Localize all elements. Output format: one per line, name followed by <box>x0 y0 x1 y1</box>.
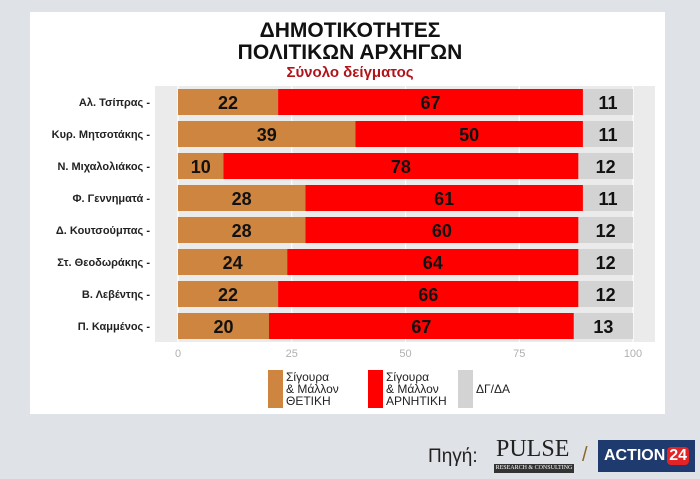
data-label: 20 <box>213 317 233 337</box>
x-tick-label: 0 <box>175 348 181 360</box>
data-label: 64 <box>423 253 443 273</box>
bar-segment <box>287 249 579 275</box>
data-label: 28 <box>232 221 252 241</box>
category-label: Αλ. Τσίπρας - <box>79 97 150 109</box>
category-label: Στ. Θεοδωράκης - <box>57 257 150 269</box>
data-label: 12 <box>596 221 616 241</box>
action24-logo: ACTION 24 <box>598 440 695 472</box>
bar-segment <box>355 121 583 147</box>
bar-segment <box>278 89 583 115</box>
bar-segment <box>578 153 633 179</box>
legend-swatch <box>268 370 283 408</box>
data-label: 11 <box>598 189 617 209</box>
bar-segment <box>305 217 579 243</box>
data-label: 67 <box>411 317 431 337</box>
bar-segment <box>578 249 633 275</box>
legend-swatch <box>368 370 383 408</box>
data-label: 12 <box>596 253 616 273</box>
bar-segment <box>178 185 306 211</box>
bar-segment <box>578 217 633 243</box>
bar-segment <box>178 217 306 243</box>
data-label: 67 <box>421 93 441 113</box>
source-label: Πηγή: <box>428 446 478 467</box>
x-tick-label: 50 <box>399 348 411 360</box>
data-label: 22 <box>218 93 238 113</box>
legend-label: & Μάλλον <box>386 382 439 396</box>
data-label: 24 <box>223 253 243 273</box>
data-label: 39 <box>257 125 277 145</box>
legend-label: Σίγουρα <box>286 370 329 384</box>
category-label: Π. Καμμένος - <box>78 321 151 333</box>
chart-title-line1: ΔΗΜΟΤΙΚΟΤΗΤΕΣ <box>259 19 441 42</box>
data-label: 50 <box>459 125 479 145</box>
category-label: Κυρ. Μητσοτάκης - <box>52 129 151 141</box>
legend-label: ΔΓ/ΔΑ <box>476 382 510 396</box>
category-label: Φ. Γεννηματά - <box>72 193 150 205</box>
action-number: 24 <box>667 447 690 465</box>
pulse-logo-text: PULSE <box>496 436 570 462</box>
data-label: 61 <box>434 189 454 209</box>
bar-segment <box>582 185 633 211</box>
x-tick-label: 100 <box>624 348 642 360</box>
legend-swatch <box>458 370 473 408</box>
data-label: 13 <box>593 317 613 337</box>
bar-segment <box>582 89 633 115</box>
bar-segment <box>573 313 633 339</box>
category-label: Ν. Μιχαλολιάκος - <box>57 161 150 173</box>
x-tick-label: 75 <box>513 348 525 360</box>
slash: / <box>582 444 588 466</box>
legend-label: ΘΕΤΙΚΗ <box>286 394 331 408</box>
data-label: 12 <box>596 285 616 305</box>
data-label: 66 <box>418 285 438 305</box>
pulse-logo-subtitle: RESEARCH & CONSULTING <box>494 464 574 473</box>
bar-segment <box>305 185 583 211</box>
chart-title-line2: ΠΟΛΙΤΙΚΩΝ ΑΡΧΗΓΩΝ <box>237 41 463 64</box>
bar-segment <box>269 313 574 339</box>
bar-segment <box>178 153 224 179</box>
pulse-logo: PULSE RESEARCH & CONSULTING <box>494 424 574 478</box>
data-label: 22 <box>218 285 238 305</box>
bar-segment <box>178 249 288 275</box>
data-label: 10 <box>191 157 211 177</box>
chart-subtitle: Σύνολο δείγματος <box>286 64 414 81</box>
bar-segment <box>178 313 269 339</box>
bar-segment <box>278 281 579 307</box>
data-label: 12 <box>596 157 616 177</box>
bar-segment <box>178 121 356 147</box>
data-label: 11 <box>598 93 617 113</box>
category-label: Δ. Κουτσούμπας - <box>56 225 150 237</box>
bar-segment <box>178 281 279 307</box>
bar-segment <box>582 121 633 147</box>
legend-label: Σίγουρα <box>386 370 429 384</box>
x-tick-label: 25 <box>286 348 298 360</box>
legend-label: ΑΡΝΗΤΙΚΗ <box>386 394 447 408</box>
bar-segment <box>223 153 579 179</box>
legend-label: & Μάλλον <box>286 382 339 396</box>
data-label: 11 <box>598 125 617 145</box>
data-label: 60 <box>432 221 452 241</box>
data-label: 28 <box>232 189 252 209</box>
category-label: Β. Λεβέντης - <box>82 289 150 301</box>
bar-segment <box>578 281 633 307</box>
bar-segment <box>178 89 279 115</box>
data-label: 78 <box>391 157 411 177</box>
action-text: ACTION <box>603 447 666 464</box>
